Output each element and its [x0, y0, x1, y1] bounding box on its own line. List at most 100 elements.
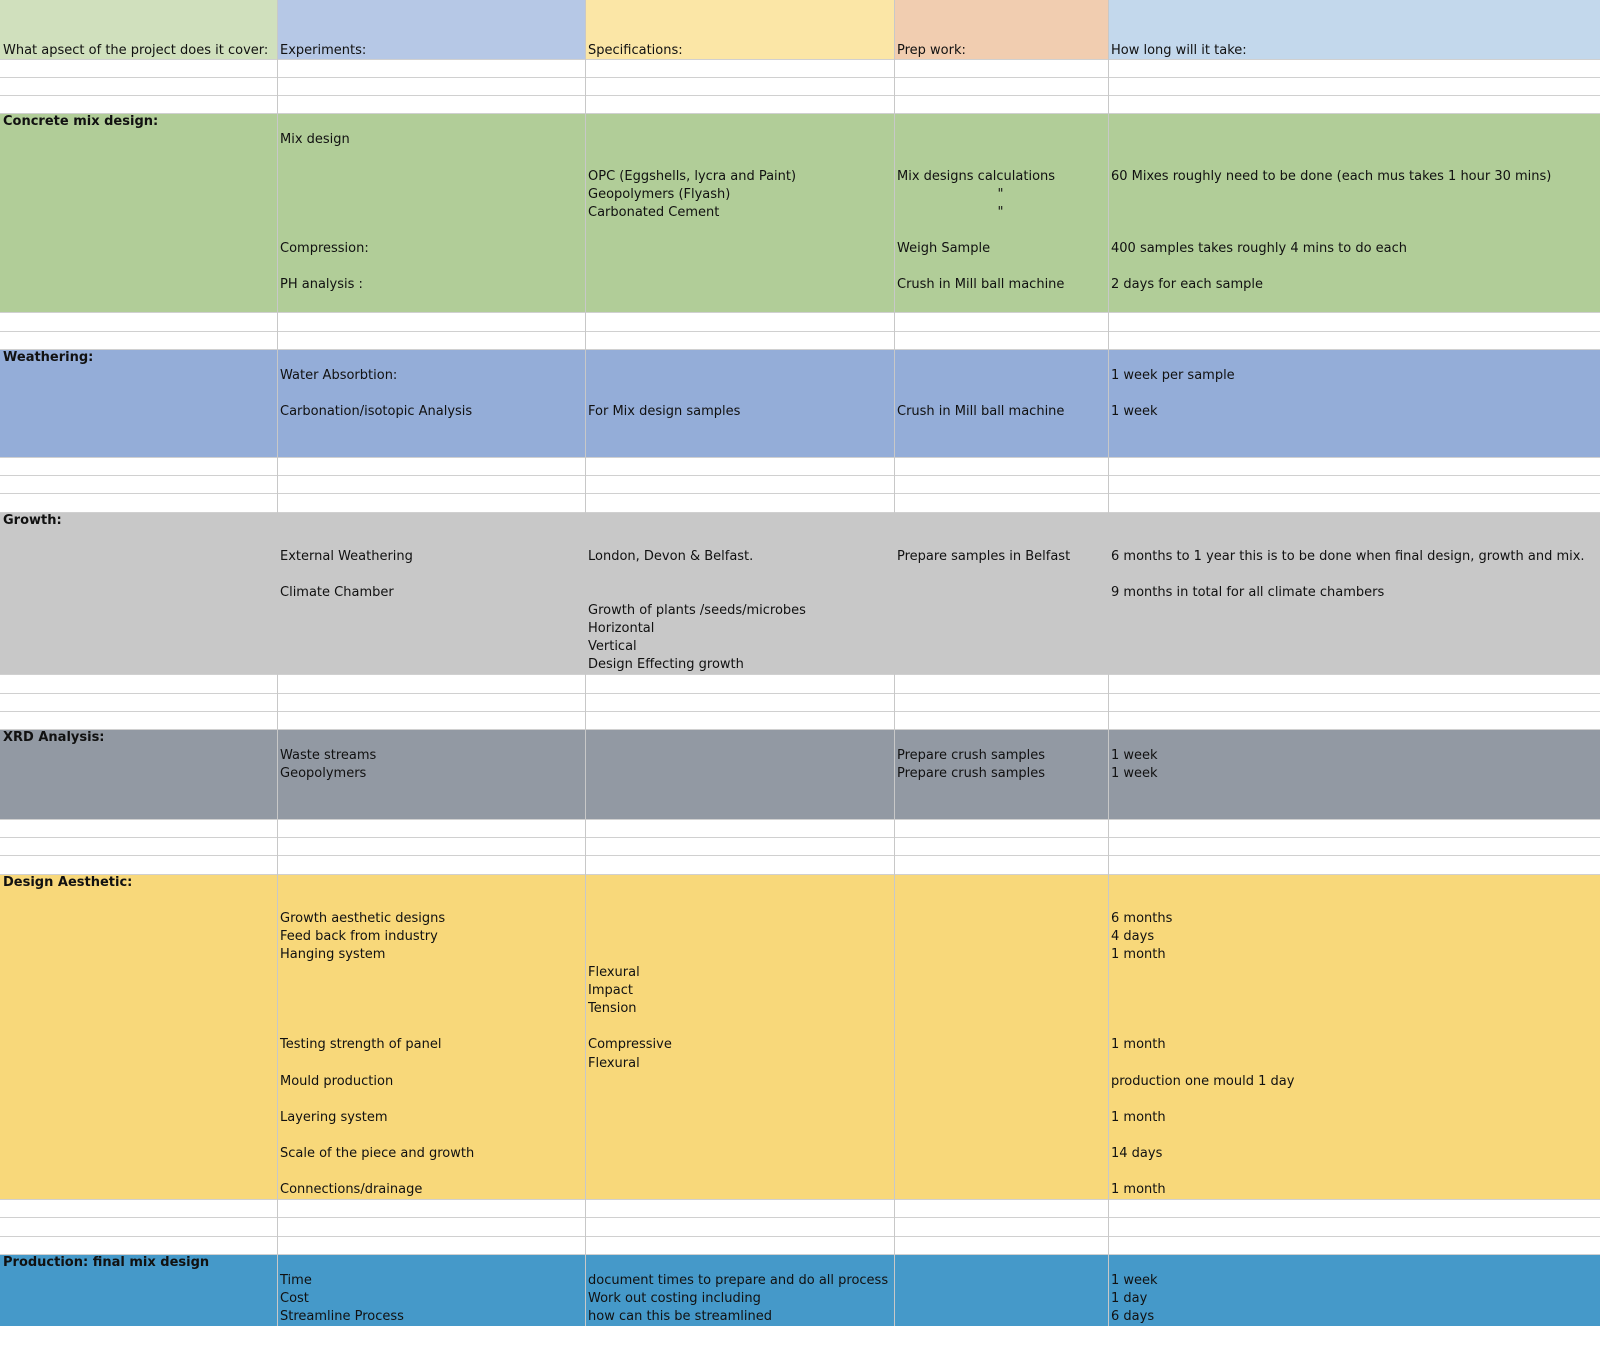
column-header-4[interactable]: Prep work:	[894, 0, 1108, 59]
table-cell[interactable]: 2 days for each sample	[1111, 277, 1263, 293]
table-cell[interactable]	[894, 584, 1108, 603]
table-cell[interactable]	[894, 294, 1108, 313]
table-cell[interactable]: 9 months in total for all climate chambe…	[1111, 584, 1385, 600]
table-cell[interactable]	[277, 421, 585, 440]
table-cell[interactable]	[0, 1091, 277, 1110]
table-cell[interactable]: Time	[280, 1272, 312, 1288]
table-cell[interactable]	[1108, 982, 1600, 1001]
table-cell[interactable]	[894, 512, 1108, 531]
table-cell[interactable]	[1108, 801, 1600, 820]
table-cell[interactable]	[1108, 1127, 1600, 1146]
table-cell[interactable]	[0, 258, 277, 277]
table-cell[interactable]	[0, 1127, 277, 1146]
table-cell[interactable]	[894, 566, 1108, 585]
table-cell[interactable]	[585, 729, 894, 748]
table-cell[interactable]: 1 month	[1111, 1037, 1166, 1053]
table-cell[interactable]	[0, 982, 277, 1001]
table-cell[interactable]: 14 days	[1111, 1146, 1163, 1161]
table-cell[interactable]: Cost	[280, 1290, 309, 1306]
table-cell[interactable]: PH analysis :	[280, 277, 363, 293]
table-cell[interactable]	[1108, 186, 1600, 205]
table-cell[interactable]	[1108, 113, 1600, 132]
table-cell[interactable]	[585, 276, 894, 295]
table-cell[interactable]	[894, 439, 1108, 458]
table-cell[interactable]	[894, 620, 1108, 639]
table-cell[interactable]: London, Devon & Belfast.	[588, 548, 754, 564]
table-cell[interactable]	[277, 783, 585, 802]
table-cell[interactable]: 6 months to 1 year this is to be done wh…	[1111, 548, 1585, 564]
table-cell[interactable]	[0, 747, 277, 766]
table-cell[interactable]	[1108, 258, 1600, 277]
table-cell[interactable]	[1108, 638, 1600, 657]
table-cell[interactable]	[585, 1254, 894, 1273]
table-cell[interactable]	[894, 530, 1108, 549]
table-cell[interactable]	[0, 602, 277, 621]
table-cell[interactable]	[894, 1109, 1108, 1128]
table-cell[interactable]	[1108, 204, 1600, 223]
section-title[interactable]: Concrete mix design:	[3, 114, 159, 130]
table-cell[interactable]	[894, 1055, 1108, 1074]
table-cell[interactable]	[277, 258, 585, 277]
table-cell[interactable]	[585, 385, 894, 404]
table-cell[interactable]	[585, 584, 894, 603]
table-cell[interactable]: OPC (Eggshells, lycra and Paint)	[588, 168, 797, 184]
table-cell[interactable]	[277, 964, 585, 983]
table-cell[interactable]	[894, 385, 1108, 404]
table-cell[interactable]	[1108, 566, 1600, 585]
table-cell[interactable]	[0, 367, 277, 386]
table-cell[interactable]	[277, 168, 585, 187]
table-cell[interactable]	[0, 1181, 277, 1200]
table-cell[interactable]	[894, 946, 1108, 965]
table-cell[interactable]	[585, 928, 894, 947]
section-title[interactable]: Production: final mix design	[3, 1254, 210, 1270]
table-cell[interactable]	[894, 1272, 1108, 1291]
table-cell[interactable]: Mould production	[280, 1073, 394, 1089]
table-cell[interactable]: Compressive	[588, 1037, 672, 1053]
table-cell[interactable]	[1108, 294, 1600, 313]
table-cell[interactable]	[585, 530, 894, 549]
table-cell[interactable]	[894, 1091, 1108, 1110]
table-cell[interactable]	[0, 439, 277, 458]
table-cell[interactable]: Feed back from industry	[280, 928, 438, 944]
table-cell[interactable]	[894, 1000, 1108, 1019]
table-cell[interactable]: Scale of the piece and growth	[280, 1146, 475, 1161]
table-cell[interactable]	[894, 801, 1108, 820]
table-cell[interactable]	[894, 1254, 1108, 1273]
table-cell[interactable]	[0, 204, 277, 223]
table-cell[interactable]	[894, 638, 1108, 657]
table-cell[interactable]: 1 week per sample	[1111, 367, 1235, 383]
table-cell[interactable]	[585, 765, 894, 784]
table-cell[interactable]	[277, 729, 585, 748]
table-cell[interactable]: "	[997, 186, 1004, 202]
table-cell[interactable]: how can this be streamlined	[588, 1308, 772, 1324]
table-cell[interactable]	[1108, 1055, 1600, 1074]
table-cell[interactable]: For Mix design samples	[588, 403, 741, 419]
table-cell[interactable]: Weigh Sample	[897, 241, 991, 256]
table-cell[interactable]: 60 Mixes roughly need to be done (each m…	[1111, 168, 1552, 184]
table-cell[interactable]: Vertical	[588, 639, 637, 655]
table-cell[interactable]: Growth of plants /seeds/microbes	[588, 603, 806, 618]
table-cell[interactable]	[894, 1073, 1108, 1092]
table-cell[interactable]	[1108, 222, 1600, 241]
column-header-2[interactable]: Experiments:	[277, 0, 585, 59]
table-cell[interactable]: 1 month	[1111, 1182, 1166, 1198]
table-cell[interactable]: "	[997, 204, 1004, 220]
table-cell[interactable]	[0, 1055, 277, 1074]
table-cell[interactable]	[0, 421, 277, 440]
table-cell[interactable]: Water Absorbtion:	[280, 367, 398, 383]
table-cell[interactable]	[277, 982, 585, 1001]
table-cell[interactable]	[0, 186, 277, 205]
table-cell[interactable]	[277, 530, 585, 549]
table-cell[interactable]	[894, 222, 1108, 241]
table-cell[interactable]: Growth aesthetic designs	[280, 910, 446, 926]
table-cell[interactable]	[0, 638, 277, 657]
table-cell[interactable]	[1108, 1163, 1600, 1182]
table-cell[interactable]	[0, 1073, 277, 1092]
table-cell[interactable]	[585, 1127, 894, 1146]
table-cell[interactable]	[0, 131, 277, 150]
table-cell[interactable]	[585, 801, 894, 820]
table-cell[interactable]	[277, 222, 585, 241]
table-cell[interactable]	[0, 294, 277, 313]
section-title[interactable]: XRD Analysis:	[3, 729, 105, 745]
table-cell[interactable]	[1108, 1000, 1600, 1019]
